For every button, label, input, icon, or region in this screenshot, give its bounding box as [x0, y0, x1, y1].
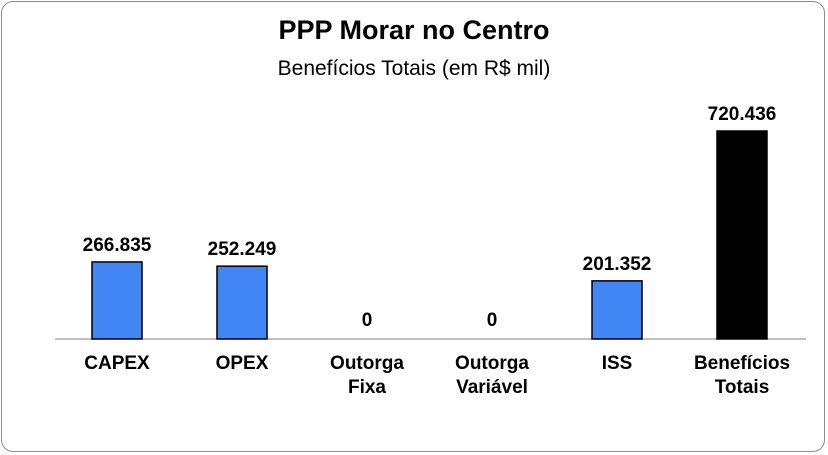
- category-label-5: Benefícios Totais: [694, 353, 790, 398]
- data-label-1: 252.249: [208, 239, 277, 260]
- bar-4: [591, 280, 643, 340]
- data-label-0: 266.835: [83, 235, 152, 256]
- chart-title: PPP Morar no Centro: [278, 15, 550, 45]
- category-label-3: Outorga Variável: [455, 353, 529, 398]
- category-label-4: ISS: [602, 353, 633, 374]
- data-label-5: 720.436: [708, 104, 777, 125]
- data-label-2: 0: [362, 310, 373, 331]
- category-label-0: CAPEX: [84, 353, 150, 374]
- data-label-3: 0: [487, 310, 498, 331]
- bar-1: [216, 265, 268, 340]
- category-label-2: Outorga Fixa: [330, 353, 404, 398]
- bar-5: [716, 130, 768, 340]
- data-label-4: 201.352: [583, 254, 652, 275]
- category-label-1: OPEX: [216, 353, 269, 374]
- bar-0: [91, 261, 143, 340]
- chart-subtitle: Benefícios Totais (em R$ mil): [277, 57, 551, 80]
